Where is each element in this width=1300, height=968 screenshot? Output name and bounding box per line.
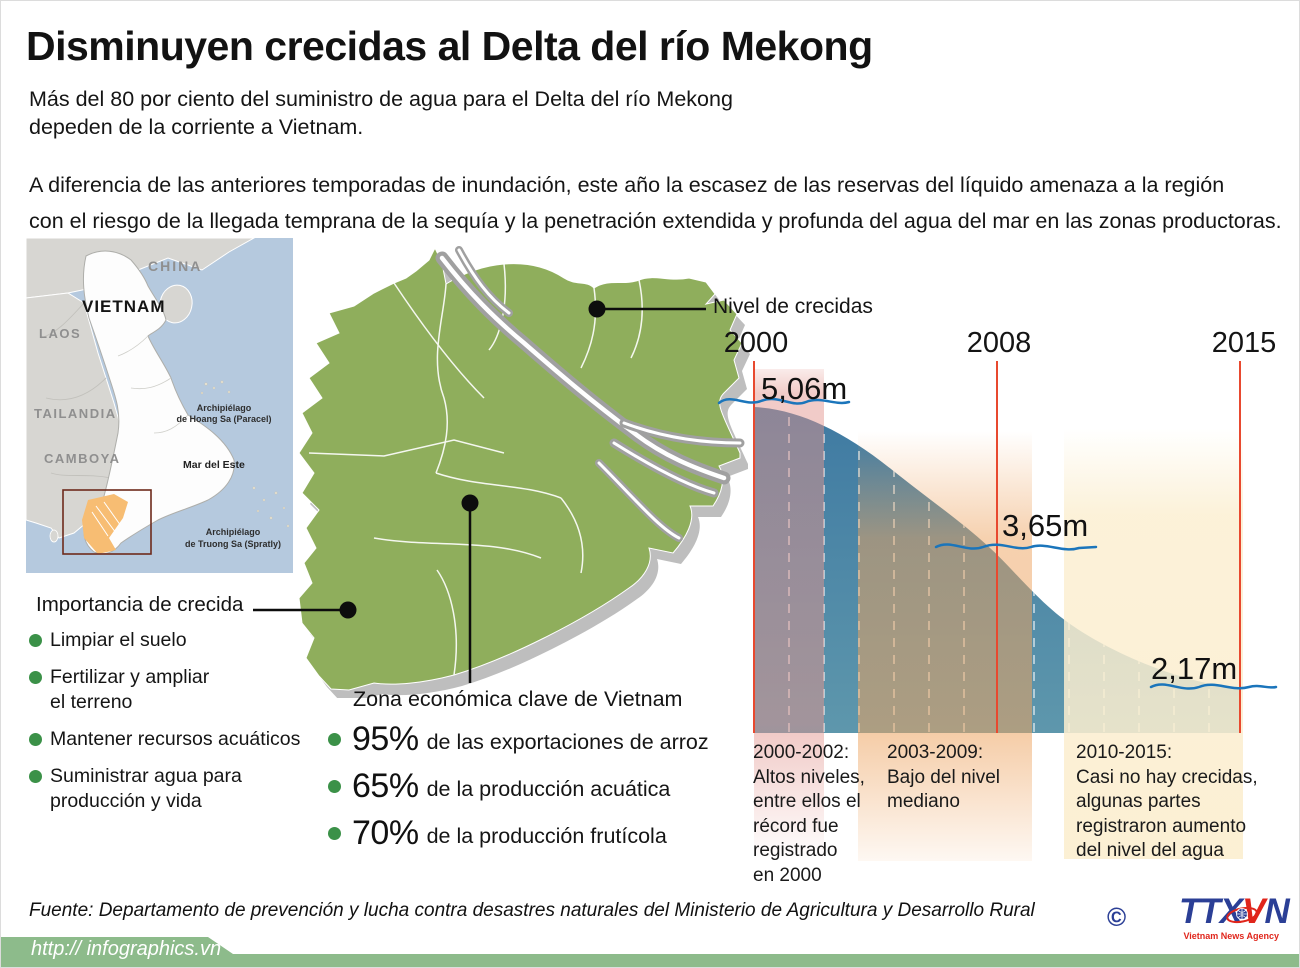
copyright-symbol: © — [1107, 902, 1127, 932]
band-2000-2002 — [754, 369, 824, 861]
website-url[interactable]: http:// infographics.vn — [31, 938, 222, 960]
label-spratly-1: Archipiélago — [206, 527, 261, 537]
bullet-icon — [29, 770, 42, 783]
logo-v: V — [1242, 892, 1265, 931]
page-title: Disminuyen crecidas al Delta del río Mek… — [26, 23, 873, 69]
level-label-2015: 2,17m — [1151, 651, 1238, 686]
province-borders — [308, 263, 643, 676]
stat-row: 70% de la producción frutícola — [328, 813, 728, 852]
bullet-icon — [29, 634, 42, 647]
water-level-waves — [717, 397, 1278, 690]
delta-frame — [62, 489, 152, 555]
economic-zone-title: Zona económica clave de Vietnam — [353, 687, 683, 711]
stat-value: 70% — [352, 813, 419, 852]
logo-n: N — [1264, 892, 1289, 931]
label-spratly-2: de Truong Sa (Spratly) — [185, 539, 281, 549]
stat-label: de la producción frutícola — [426, 823, 667, 848]
callout-dots — [339, 300, 606, 619]
label-sea: Mar del Este — [183, 459, 245, 471]
list-item: Suministrar agua para producción y vida — [23, 764, 333, 814]
level-label-2008: 3,65m — [1002, 508, 1089, 543]
vietnam-inner-lines — [117, 335, 189, 434]
band-2010-2015 — [1064, 429, 1243, 859]
intro-paragraph: Más del 80 por ciento del suministro de … — [29, 87, 733, 139]
year-label-2000: 2000 — [723, 327, 789, 359]
hainan-island — [159, 284, 193, 324]
chart-title: Nivel de crecidas — [713, 295, 873, 318]
bullet-icon — [328, 779, 341, 793]
label-cambodia: CAMBOYA — [44, 451, 120, 466]
ttxvn-logo: TTXVN Vietnam News Agency — [1179, 894, 1290, 942]
list-item: Limpiar el suelo — [23, 628, 333, 653]
stat-value: 95% — [352, 719, 419, 758]
logo-wordmark: TTXVN — [1179, 892, 1290, 931]
bullet-icon — [29, 671, 42, 684]
year-label-2008: 2008 — [966, 327, 1032, 359]
callout-connectors — [253, 307, 706, 683]
label-paracel-2: de Hoang Sa (Paracel) — [176, 414, 271, 424]
level-label-2000: 5,06m — [761, 371, 848, 406]
bullet-icon — [328, 732, 341, 746]
label-thailand: TAILANDIA — [34, 406, 117, 421]
label-vietnam: VIETNAM — [82, 297, 166, 316]
period-note-2000-2002: 2000-2002: Altos niveles, entre ellos el… — [753, 742, 865, 886]
source-credit: Fuente: Departamento de prevención y luc… — [29, 900, 1035, 921]
neighbor-borders — [40, 302, 112, 479]
importance-list: Limpiar el suelo Fertilizar y ampliar el… — [23, 628, 333, 826]
stat-label: de la producción acuática — [426, 776, 671, 801]
list-item: Mantener recursos acuáticos — [23, 727, 333, 752]
stat-value: 65% — [352, 766, 419, 805]
period-note-2010-2015: 2010-2015: Casi no hay crecidas, algunas… — [1076, 742, 1258, 861]
list-item-label: Limpiar el suelo — [50, 629, 187, 651]
label-paracel-1: Archipiélago — [197, 403, 252, 413]
bullet-icon — [328, 826, 341, 840]
vietnam-shape — [82, 250, 235, 555]
stat-row: 65% de la producción acuática — [328, 766, 728, 805]
vietnam-locator-map: CHINA VIETNAM LAOS TAILANDIA CAMBOYA Arc… — [26, 238, 293, 573]
phu-quoc-island — [49, 529, 59, 543]
label-china: CHINA — [148, 258, 202, 274]
mekong-delta-map — [253, 246, 750, 698]
year-marker-lines — [753, 361, 1241, 733]
list-item-label: Mantener recursos acuáticos — [50, 728, 301, 750]
importance-title: Importancia de crecida — [36, 593, 244, 616]
list-item: Fertilizar y ampliar el terreno — [23, 665, 333, 715]
flood-level-chart — [717, 361, 1278, 861]
paracel-islets — [200, 380, 231, 395]
list-item-label: Fertilizar y ampliar el terreno — [50, 666, 210, 713]
stat-row: 95% de las exportaciones de arroz — [328, 719, 728, 758]
river-channels — [435, 246, 745, 542]
economic-stats-list: 95% de las exportaciones de arroz 65% de… — [328, 719, 728, 862]
band-2003-2009 — [858, 431, 1032, 861]
lead-paragraph: A diferencia de las anteriores temporada… — [29, 173, 1282, 233]
delta-landmass — [298, 246, 743, 691]
logo-ttx: TTX — [1179, 892, 1243, 931]
list-item-label: Suministrar agua para producción y vida — [50, 765, 242, 812]
year-label-2015: 2015 — [1211, 327, 1277, 359]
logo-caption: Vietnam News Agency — [1183, 931, 1279, 941]
period-note-2003-2009: 2003-2009: Bajo del nivel mediano — [887, 742, 1001, 812]
spratly-islets — [252, 486, 290, 528]
label-laos: LAOS — [39, 326, 81, 341]
delta-highlight — [82, 494, 128, 554]
delta-rivers — [91, 501, 122, 537]
bullet-icon — [29, 733, 42, 746]
stat-label: de las exportaciones de arroz — [426, 729, 709, 754]
